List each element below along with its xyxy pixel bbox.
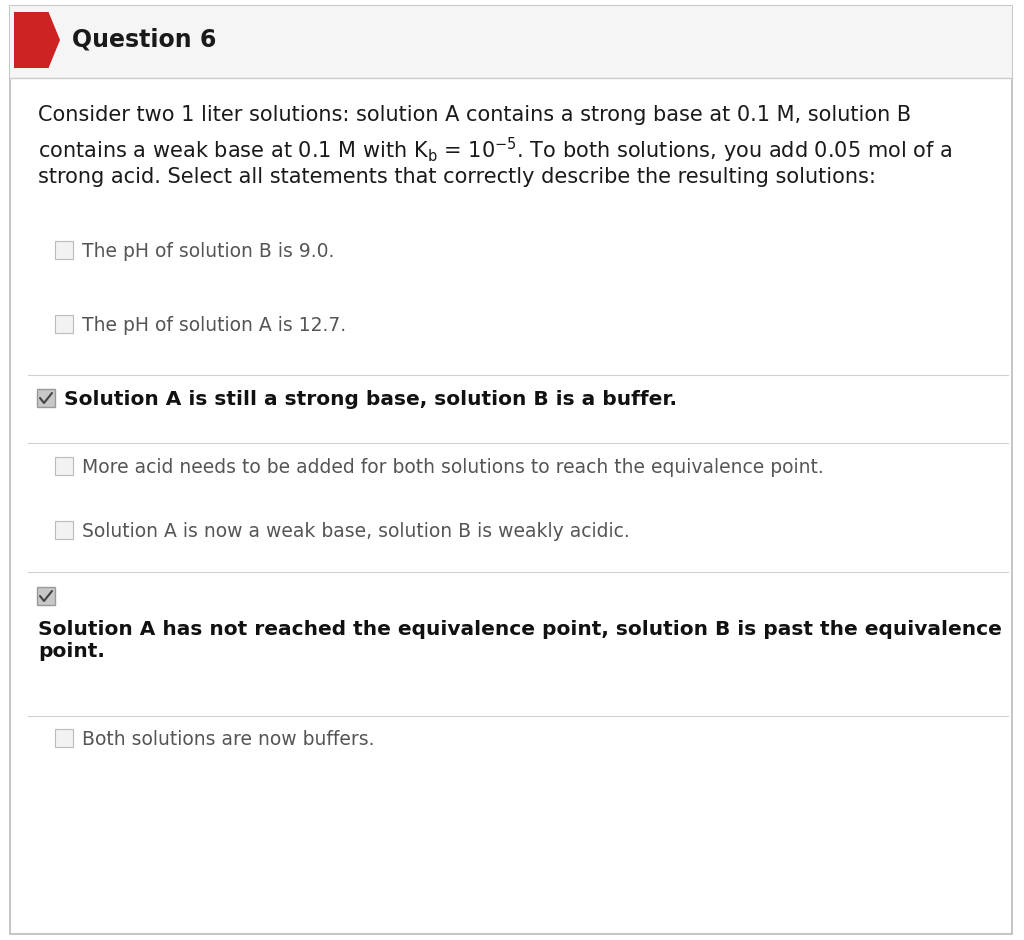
Polygon shape [14,12,60,68]
FancyBboxPatch shape [37,587,55,605]
Text: The pH of solution B is 9.0.: The pH of solution B is 9.0. [82,242,335,261]
FancyBboxPatch shape [55,241,73,259]
FancyBboxPatch shape [37,389,55,407]
FancyBboxPatch shape [55,729,73,747]
Text: contains a weak base at 0.1 M with $\mathregular{K_b}$ = 10$^{\mathregular{-5}}$: contains a weak base at 0.1 M with $\mat… [38,136,952,165]
Text: strong acid. Select all statements that correctly describe the resulting solutio: strong acid. Select all statements that … [38,167,876,187]
FancyBboxPatch shape [55,521,73,539]
Text: More acid needs to be added for both solutions to reach the equivalence point.: More acid needs to be added for both sol… [82,458,823,477]
Text: Solution A is still a strong base, solution B is a buffer.: Solution A is still a strong base, solut… [63,390,677,409]
FancyBboxPatch shape [10,6,1012,78]
Text: Question 6: Question 6 [72,28,216,52]
Text: Solution A has not reached the equivalence point, solution B is past the equival: Solution A has not reached the equivalen… [38,620,1001,661]
Text: The pH of solution A is 12.7.: The pH of solution A is 12.7. [82,316,346,335]
FancyBboxPatch shape [55,457,73,475]
Text: Both solutions are now buffers.: Both solutions are now buffers. [82,730,375,749]
FancyBboxPatch shape [10,6,1012,934]
FancyBboxPatch shape [55,315,73,333]
Text: Solution A is now a weak base, solution B is weakly acidic.: Solution A is now a weak base, solution … [82,522,630,541]
Text: Consider two 1 liter solutions: solution A contains a strong base at 0.1 M, solu: Consider two 1 liter solutions: solution… [38,105,911,125]
